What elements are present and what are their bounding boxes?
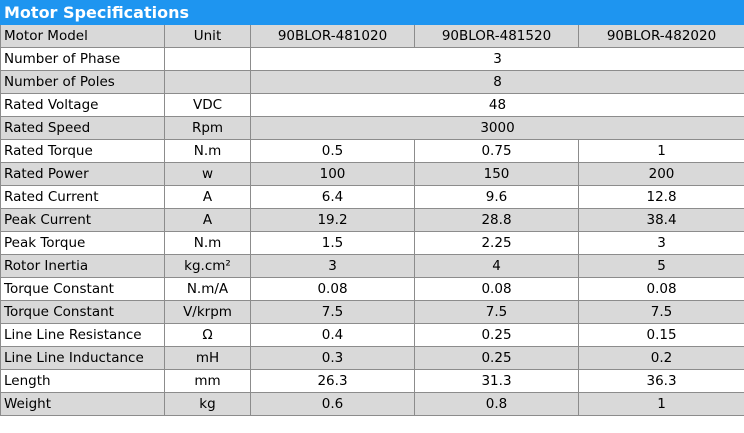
model-3-value: 5 [577,254,744,278]
shared-value: 3000 [249,116,744,140]
model-2-value: 150 [414,162,579,186]
parameter-unit: w [164,162,251,186]
parameter-unit [164,70,251,94]
table-title: Motor Specifications [0,0,744,25]
table-row: Line Line Resistance Ω 0.4 0.25 0.15 [0,323,744,347]
model-3-value: 0.08 [577,277,744,301]
shared-value: 3 [249,47,744,71]
table-row: Torque Constant N.m/A 0.08 0.08 0.08 [0,277,744,301]
model-1-value: 0.3 [250,346,415,370]
table-row: Number of Phase 3 [0,47,744,71]
parameter-name: Line Line Inductance [0,346,165,370]
table-row: Number of Poles 8 [0,70,744,94]
shared-value: 48 [249,93,744,117]
parameter-unit: Ω [164,323,251,347]
parameter-name: Peak Torque [0,231,165,255]
shared-value: 8 [249,70,744,94]
header-unit: Unit [164,24,251,48]
table-row: Torque Constant V/krpm 7.5 7.5 7.5 [0,300,744,324]
parameter-unit: N.m [164,139,251,163]
parameter-name: Torque Constant [0,300,165,324]
model-3-value: 1 [577,139,744,163]
table-row: Peak Torque N.m 1.5 2.25 3 [0,231,744,255]
header-model-3: 90BLOR-482020 [577,24,744,48]
parameter-unit [164,47,251,71]
table-header-row: Motor Model Unit 90BLOR-481020 90BLOR-48… [0,24,744,48]
model-3-value: 0.2 [577,346,744,370]
model-2-value: 9.6 [414,185,579,209]
model-1-value: 0.5 [250,139,415,163]
model-2-value: 31.3 [414,369,579,393]
model-1-value: 0.08 [250,277,415,301]
parameter-name: Rotor Inertia [0,254,165,278]
model-3-value: 0.15 [577,323,744,347]
model-1-value: 19.2 [250,208,415,232]
table-row: Rated Current A 6.4 9.6 12.8 [0,185,744,209]
table-row: Rated Voltage VDC 48 [0,93,744,117]
table-title-row: Motor Specifications [0,0,744,25]
parameter-name: Length [0,369,165,393]
model-2-value: 0.08 [414,277,579,301]
table-row: Weight kg 0.6 0.8 1 [0,392,744,416]
parameter-name: Rated Voltage [0,93,165,117]
parameter-unit: mm [164,369,251,393]
parameter-unit: N.m [164,231,251,255]
model-1-value: 3 [250,254,415,278]
parameter-unit: Rpm [164,116,251,140]
table-row: Line Line Inductance mH 0.3 0.25 0.2 [0,346,744,370]
parameter-name: Peak Current [0,208,165,232]
parameter-unit: A [164,208,251,232]
parameter-name: Rated Current [0,185,165,209]
motor-specifications-table: Motor Specifications Motor Model Unit 90… [0,0,744,416]
table-row: Peak Current A 19.2 28.8 38.4 [0,208,744,232]
header-model-1: 90BLOR-481020 [250,24,415,48]
model-3-value: 1 [577,392,744,416]
model-2-value: 4 [414,254,579,278]
model-3-value: 7.5 [577,300,744,324]
model-1-value: 26.3 [250,369,415,393]
parameter-name: Weight [0,392,165,416]
parameter-unit: kg [164,392,251,416]
parameter-unit: A [164,185,251,209]
model-3-value: 200 [577,162,744,186]
model-1-value: 0.6 [250,392,415,416]
model-3-value: 3 [577,231,744,255]
table-row: Rated Power w 100 150 200 [0,162,744,186]
header-model-2: 90BLOR-481520 [414,24,579,48]
model-3-value: 36.3 [577,369,744,393]
table-row: Rotor Inertia kg.cm² 3 4 5 [0,254,744,278]
model-1-value: 0.4 [250,323,415,347]
model-2-value: 7.5 [414,300,579,324]
parameter-name: Line Line Resistance [0,323,165,347]
model-2-value: 28.8 [414,208,579,232]
model-2-value: 0.25 [414,346,579,370]
parameter-unit: N.m/A [164,277,251,301]
header-motor-model: Motor Model [0,24,165,48]
model-2-value: 0.75 [414,139,579,163]
parameter-name: Rated Speed [0,116,165,140]
model-1-value: 7.5 [250,300,415,324]
parameter-unit: mH [164,346,251,370]
parameter-name: Rated Torque [0,139,165,163]
model-3-value: 38.4 [577,208,744,232]
parameter-name: Torque Constant [0,277,165,301]
model-3-value: 12.8 [577,185,744,209]
model-1-value: 6.4 [250,185,415,209]
model-1-value: 1.5 [250,231,415,255]
table-row: Rated Speed Rpm 3000 [0,116,744,140]
parameter-name: Number of Poles [0,70,165,94]
model-2-value: 2.25 [414,231,579,255]
parameter-unit: kg.cm² [164,254,251,278]
parameter-unit: V/krpm [164,300,251,324]
model-2-value: 0.25 [414,323,579,347]
parameter-name: Rated Power [0,162,165,186]
model-2-value: 0.8 [414,392,579,416]
table-row: Rated Torque N.m 0.5 0.75 1 [0,139,744,163]
parameter-name: Number of Phase [0,47,165,71]
table-row: Length mm 26.3 31.3 36.3 [0,369,744,393]
parameter-unit: VDC [164,93,251,117]
model-1-value: 100 [250,162,415,186]
